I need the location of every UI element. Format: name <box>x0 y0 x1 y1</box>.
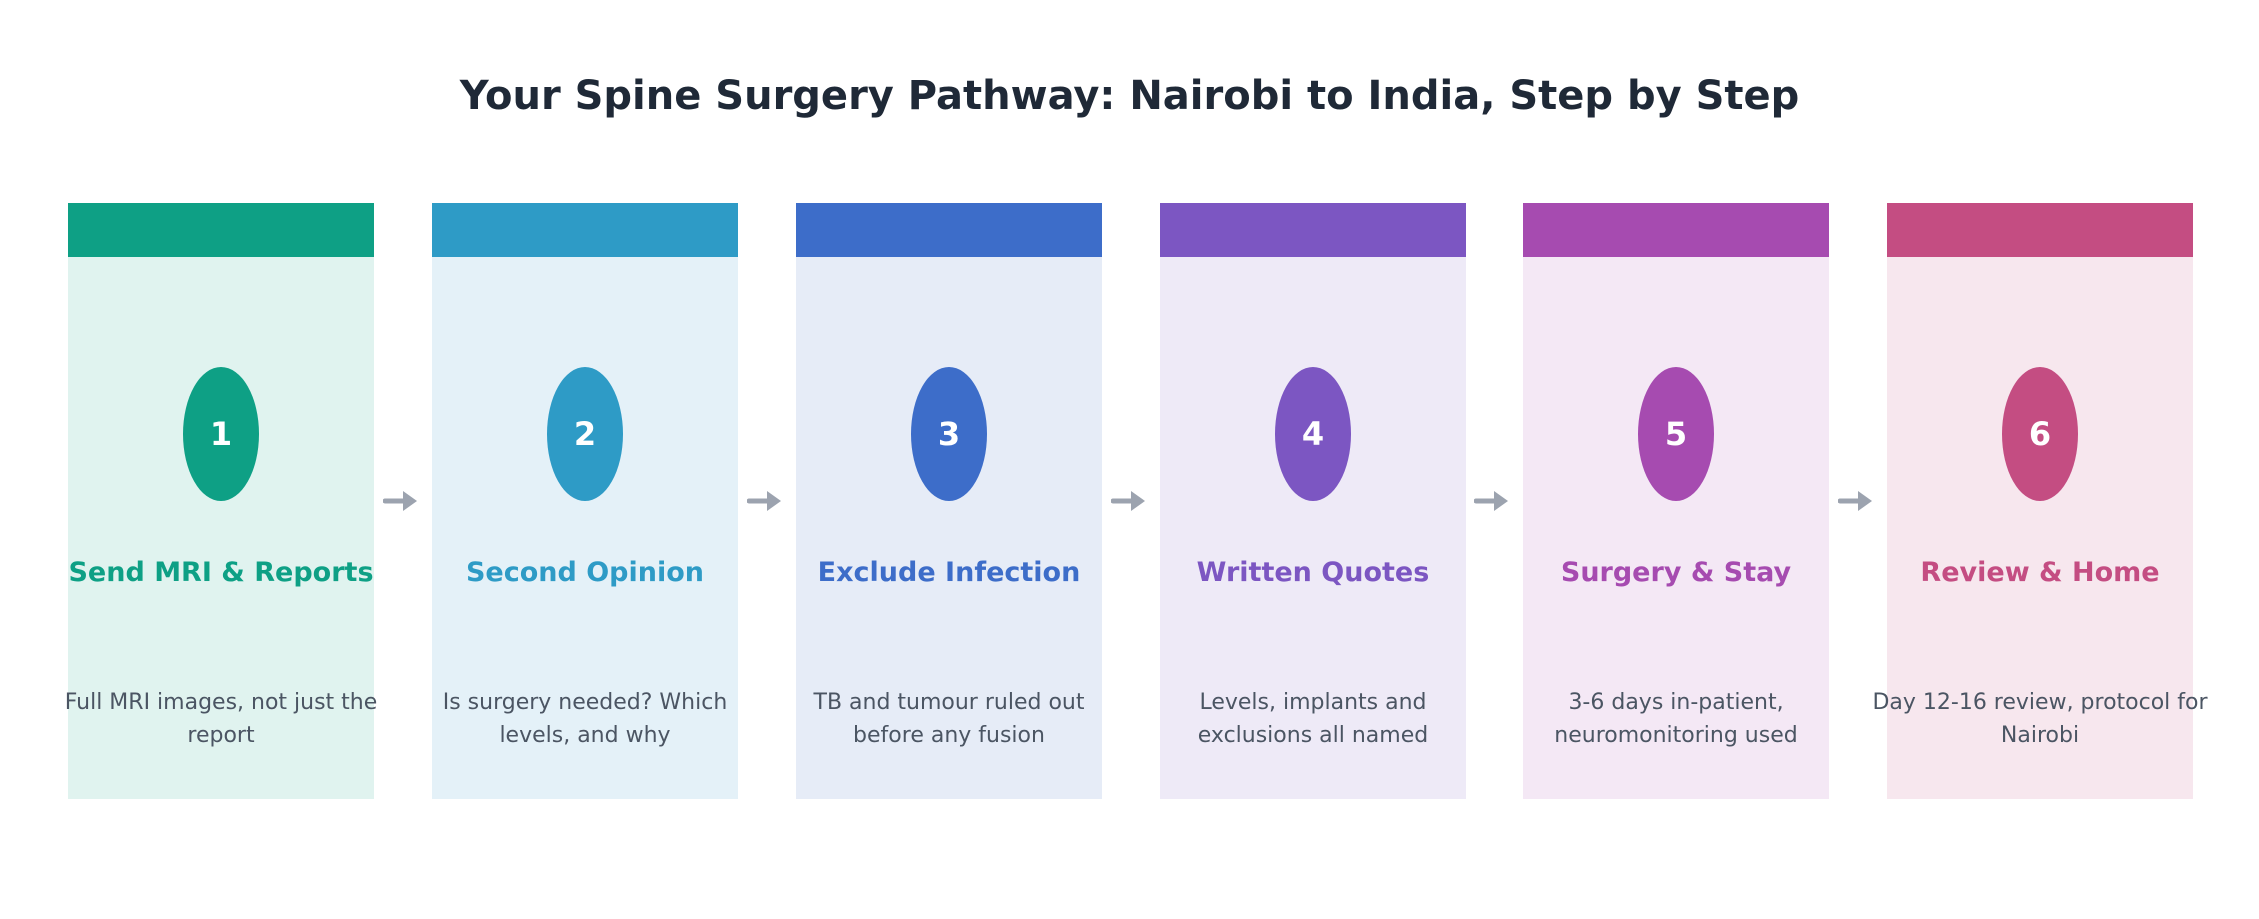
step-card-1: 1 Send MRI & Reports Full MRI images, no… <box>65 203 377 799</box>
step-number-badge: 6 <box>2002 367 2078 501</box>
arrow-right-icon <box>383 491 417 511</box>
step-description: Levels, implants and exclusions all name… <box>1197 690 1429 748</box>
step-header-bar <box>796 203 1102 257</box>
step-description: Day 12-16 review, protocol for Nairobi <box>1872 690 2208 748</box>
step-heading: Second Opinion <box>465 557 705 588</box>
step-heading: Exclude Infection <box>817 557 1081 588</box>
step-card-4: 4 Written Quotes Levels, implants and ex… <box>1160 203 1466 799</box>
step-header-bar <box>1160 203 1466 257</box>
step-card-3: 3 Exclude Infection TB and tumour ruled … <box>796 203 1102 799</box>
step-card-body: 2 Second Opinion Is surgery needed? Whic… <box>432 257 738 799</box>
step-card-6: 6 Review & Home Day 12-16 review, protoc… <box>1872 203 2208 799</box>
step-header-bar <box>1887 203 2193 257</box>
step-card-body: 5 Surgery & Stay 3-6 days in-patient, ne… <box>1523 257 1829 799</box>
arrow-right-icon <box>747 491 781 511</box>
step-card-2: 2 Second Opinion Is surgery needed? Whic… <box>432 203 738 799</box>
step-description: 3-6 days in-patient, neuromonitoring use… <box>1554 690 1798 748</box>
step-card-body: 4 Written Quotes Levels, implants and ex… <box>1160 257 1466 799</box>
page-title: Your Spine Surgery Pathway: Nairobi to I… <box>459 73 1800 119</box>
step-header-bar <box>68 203 374 257</box>
arrow-right-icon <box>1838 491 1872 511</box>
step-card-body: 1 Send MRI & Reports Full MRI images, no… <box>65 257 377 799</box>
step-header-bar <box>1523 203 1829 257</box>
step-number-badge: 4 <box>1275 367 1351 501</box>
step-number-badge: 2 <box>547 367 623 501</box>
step-header-bar <box>432 203 738 257</box>
step-number-badge: 1 <box>183 367 259 501</box>
arrow-right-icon <box>1474 491 1508 511</box>
arrow-right-icon <box>1111 491 1145 511</box>
step-heading: Send MRI & Reports <box>68 557 374 588</box>
step-heading: Review & Home <box>1920 557 2160 588</box>
step-card-body: 3 Exclude Infection TB and tumour ruled … <box>796 257 1102 799</box>
step-number-badge: 3 <box>911 367 987 501</box>
step-description: Is surgery needed? Which levels, and why <box>442 690 728 748</box>
step-description: Full MRI images, not just the report <box>64 690 378 748</box>
step-heading: Surgery & Stay <box>1560 557 1792 588</box>
step-heading: Written Quotes <box>1196 557 1430 588</box>
step-card-5: 5 Surgery & Stay 3-6 days in-patient, ne… <box>1523 203 1829 799</box>
step-card-body: 6 Review & Home Day 12-16 review, protoc… <box>1872 257 2208 799</box>
step-description: TB and tumour ruled out before any fusio… <box>813 690 1085 748</box>
step-number-badge: 5 <box>1638 367 1714 501</box>
